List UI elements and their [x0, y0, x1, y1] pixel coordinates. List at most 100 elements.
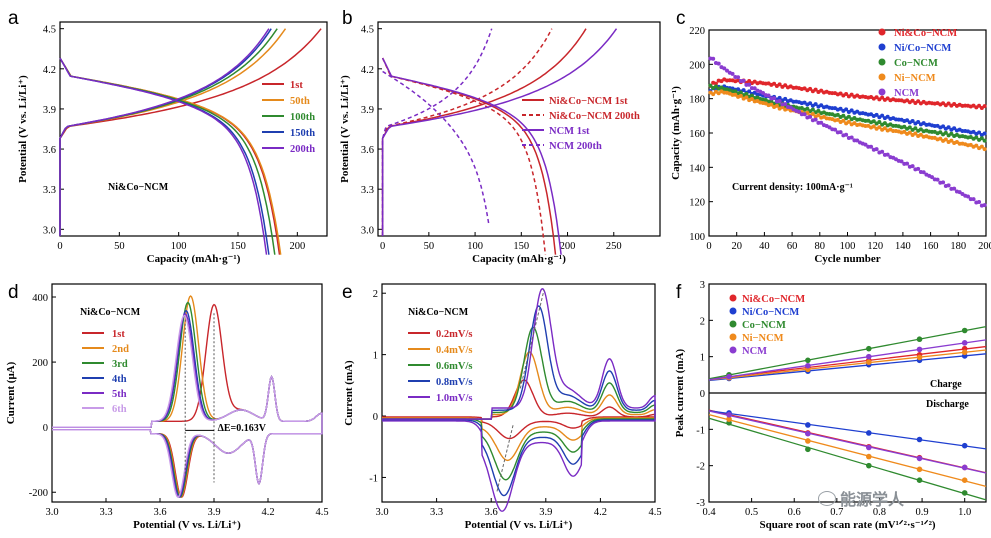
x-tick-label: 3.0	[45, 507, 58, 518]
data-point	[905, 161, 910, 166]
fit-line	[708, 325, 987, 380]
x-tick-label: 150	[513, 241, 529, 252]
panel-label: f	[676, 282, 682, 303]
data-point	[913, 126, 918, 131]
data-point	[982, 147, 987, 152]
data-point	[833, 127, 838, 132]
y-tick-label: 3.0	[361, 225, 374, 236]
data-point	[918, 132, 923, 137]
data-point	[738, 93, 743, 98]
data-point	[943, 137, 948, 142]
x-tick-label: 3.0	[375, 507, 388, 518]
charge-curve	[381, 28, 493, 236]
data-point	[907, 125, 912, 130]
legend-label: Ni/Co−NCM	[894, 43, 951, 54]
data-point	[846, 119, 851, 124]
x-tick-label: 60	[787, 241, 798, 252]
x-tick-label: 150	[230, 241, 246, 252]
data-point	[805, 357, 811, 364]
data-point	[880, 113, 885, 118]
legend-label: 150th	[290, 128, 315, 139]
y-tick-label: 4.2	[43, 65, 56, 76]
legend-label: 0.2mV/s	[436, 329, 472, 340]
data-point	[810, 111, 815, 116]
x-tick-label: 160	[923, 241, 939, 252]
fit-line	[708, 410, 987, 474]
y-axis-label: Current (μA)	[5, 361, 17, 424]
legend-label: 200th	[290, 144, 315, 155]
data-point	[752, 86, 757, 91]
data-point	[916, 455, 923, 462]
legend-label: 3rd	[112, 359, 128, 370]
y-tick-label: 0	[700, 389, 705, 400]
watermark: 能源学人	[818, 486, 904, 510]
data-point	[726, 416, 732, 422]
legend-marker	[729, 346, 737, 354]
discharge-curve	[59, 57, 270, 255]
data-point	[711, 56, 716, 61]
panel-b: b 0 50 100 150 200 250 3.0 3.3 3.6 3.9 4.2 4.5 Capaci…	[339, 8, 661, 265]
data-point	[863, 142, 868, 147]
legend-label: NCM 1st	[549, 126, 590, 137]
data-point	[726, 412, 732, 418]
data-point	[805, 446, 811, 453]
data-point	[844, 92, 849, 97]
data-point	[747, 78, 752, 83]
data-point	[744, 91, 749, 96]
data-point	[761, 91, 766, 96]
data-point	[961, 442, 968, 449]
y-tick-label: 1	[700, 353, 705, 364]
data-point	[971, 197, 976, 202]
fit-line	[708, 417, 987, 501]
data-point	[891, 123, 896, 128]
x-tick-label: 250	[606, 241, 622, 252]
data-point	[866, 462, 872, 469]
plot-frame	[59, 21, 328, 237]
y-tick-label: 120	[689, 198, 705, 209]
y-tick-label: 2	[700, 316, 705, 327]
data-point	[838, 130, 843, 135]
data-point	[788, 105, 793, 110]
peak-shift-arrow	[519, 290, 545, 389]
data-point	[910, 98, 915, 103]
legend-label: 2nd	[112, 344, 129, 355]
legend-marker	[878, 73, 886, 81]
fit-line	[708, 339, 987, 381]
x-tick-label: 3.9	[539, 507, 552, 518]
data-point	[907, 130, 912, 135]
data-point	[874, 112, 879, 117]
y-tick-label: 400	[32, 293, 48, 304]
data-point	[916, 436, 923, 443]
y-tick-label: 3.6	[43, 145, 56, 156]
x-tick-label: 4.2	[594, 507, 607, 518]
data-point	[916, 346, 923, 353]
data-point	[819, 103, 824, 108]
data-point	[916, 99, 921, 104]
data-point	[961, 349, 968, 356]
panel-c: c 0 20 40 60 80 100 120 140 160 180 200 100 120 140 160…	[670, 8, 991, 265]
data-point	[866, 353, 872, 360]
y-tick-label: -2	[696, 462, 705, 473]
data-point	[733, 89, 738, 94]
y-tick-label: 160	[689, 129, 705, 140]
annotation: Current density: 100mA·g⁻¹	[732, 182, 853, 193]
annotation: Ni&Co−NCM	[408, 307, 469, 318]
data-point	[816, 108, 821, 113]
x-tick-label: 0.9	[916, 507, 929, 518]
data-point	[961, 340, 968, 346]
data-point	[977, 200, 982, 205]
data-point	[896, 98, 901, 103]
x-tick-label: 0.4	[702, 507, 716, 518]
cv-curve	[52, 314, 323, 498]
y-tick-label: 0	[43, 423, 48, 434]
data-point	[982, 138, 987, 143]
legend-label: NCM	[894, 88, 919, 99]
y-axis-label: Potential (V vs. Li/Li⁺)	[17, 75, 29, 183]
charge-curve	[381, 28, 553, 236]
discharge-curve	[59, 57, 276, 255]
fit-line	[708, 353, 987, 382]
legend-label: NCM 200th	[549, 141, 602, 152]
data-point	[946, 183, 951, 188]
data-point	[835, 112, 840, 117]
data-point	[838, 106, 843, 111]
